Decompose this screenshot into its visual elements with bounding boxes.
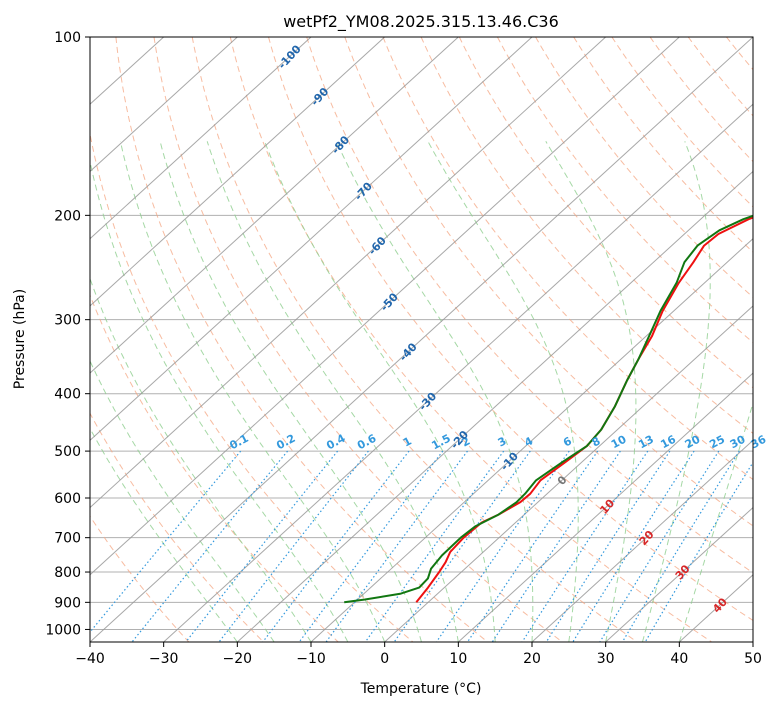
isotherm <box>531 439 753 642</box>
dry-adiabat <box>153 37 563 642</box>
y-tick-label: 100 <box>54 30 81 46</box>
moist-adiabat <box>642 141 711 642</box>
moist-adiabat <box>427 141 579 642</box>
y-tick-label: 800 <box>54 565 81 581</box>
mixing-ratio-line <box>644 461 753 642</box>
mixing-ratio-label: 13 <box>636 433 656 452</box>
moist-adiabat <box>90 158 349 642</box>
dry-adiabat <box>420 37 753 434</box>
x-tick-label: 30 <box>597 651 615 667</box>
y-tick-label: 1000 <box>45 622 81 638</box>
series-lines <box>344 214 753 604</box>
mixing-ratio-line <box>435 450 570 642</box>
x-tick-label: −40 <box>75 651 105 667</box>
mixing-ratio-line <box>185 450 339 642</box>
moist-adiabat <box>119 141 386 642</box>
isotherm <box>384 305 753 642</box>
mixing-ratio-label: 36 <box>749 433 769 452</box>
mixing-ratio-label: 25 <box>707 433 727 452</box>
y-tick-label: 200 <box>54 208 81 224</box>
dry-adiabat <box>268 37 753 622</box>
plot-frame <box>89 36 754 643</box>
chart-title: wetPf2_YM08.2025.315.13.46.C36 <box>283 12 559 32</box>
moist-adiabat <box>678 401 753 642</box>
moist-adiabat <box>335 141 534 642</box>
mixing-ratio-line <box>599 450 720 642</box>
isotherm <box>605 506 753 642</box>
dry-adiabat <box>573 37 753 253</box>
dry-adiabat <box>191 37 638 642</box>
moist-adiabat <box>90 277 312 642</box>
background-lines <box>90 37 753 642</box>
mixing-ratio-line <box>131 450 289 642</box>
isotherm <box>236 170 753 642</box>
isotherm <box>90 37 533 442</box>
moist-adiabat <box>206 141 459 642</box>
x-tick-label: −10 <box>296 651 326 667</box>
dry-adiabat <box>344 37 753 527</box>
x-axis-label: Temperature (°C) <box>360 681 482 697</box>
isotherm <box>163 103 753 642</box>
dry-adiabat <box>115 37 488 642</box>
isotherm <box>90 37 607 509</box>
dry-adiabat <box>90 515 190 642</box>
mixing-ratio-line <box>90 450 242 634</box>
dry-adiabat <box>90 412 264 642</box>
dry-adiabat <box>306 37 753 574</box>
isotherm <box>310 237 753 642</box>
x-tick-label: 20 <box>523 651 541 667</box>
isotherm <box>90 37 312 240</box>
y-tick-label: 500 <box>54 444 81 460</box>
mixing-ratio-line <box>621 450 740 642</box>
dry-adiabat <box>90 131 414 642</box>
mixing-ratio-line <box>572 450 695 642</box>
mixing-ratio-line <box>364 450 505 642</box>
x-tick-label: −30 <box>149 651 179 667</box>
dry-adiabat <box>535 37 753 298</box>
mixing-ratio-line <box>298 450 444 642</box>
dry-adiabat <box>229 37 712 642</box>
y-tick-label: 700 <box>54 531 81 547</box>
mixing-ratio-label: 20 <box>683 432 703 451</box>
x-tick-label: 10 <box>449 651 467 667</box>
dewpoint-line <box>344 214 753 604</box>
mixing-ratio-label: 30 <box>728 433 748 452</box>
moist-adiabat <box>159 141 422 642</box>
mixing-ratio-line <box>218 450 369 642</box>
y-tick-label: 600 <box>54 491 81 507</box>
dry-adiabat <box>382 37 753 481</box>
mixing-ratio-line <box>262 450 410 642</box>
isotherm <box>457 372 753 642</box>
y-tick-label: 300 <box>54 313 81 329</box>
y-axis-label: Pressure (hPa) <box>12 289 28 389</box>
mixing-ratio-line <box>467 450 599 642</box>
mixing-ratio-label: 10 <box>609 432 629 451</box>
moist-adiabat <box>545 141 637 642</box>
isotherm <box>90 37 753 642</box>
x-tick-label: 40 <box>670 651 688 667</box>
x-axis: −40 −30 −20 −10 0 10 20 30 40 50 <box>75 642 762 667</box>
isotherm <box>90 37 680 576</box>
y-tick-label: 900 <box>54 595 81 611</box>
y-tick-label: 400 <box>54 387 81 403</box>
x-tick-label: 50 <box>744 651 762 667</box>
x-tick-label: −20 <box>223 651 253 667</box>
x-tick-label: 0 <box>380 651 389 667</box>
mixing-ratio-label: 16 <box>658 433 678 452</box>
y-axis: 100 200 300 400 500 600 700 800 900 1000 <box>45 30 90 638</box>
isotherm <box>90 37 459 374</box>
isotherm <box>90 37 238 173</box>
isotherm <box>90 37 386 307</box>
